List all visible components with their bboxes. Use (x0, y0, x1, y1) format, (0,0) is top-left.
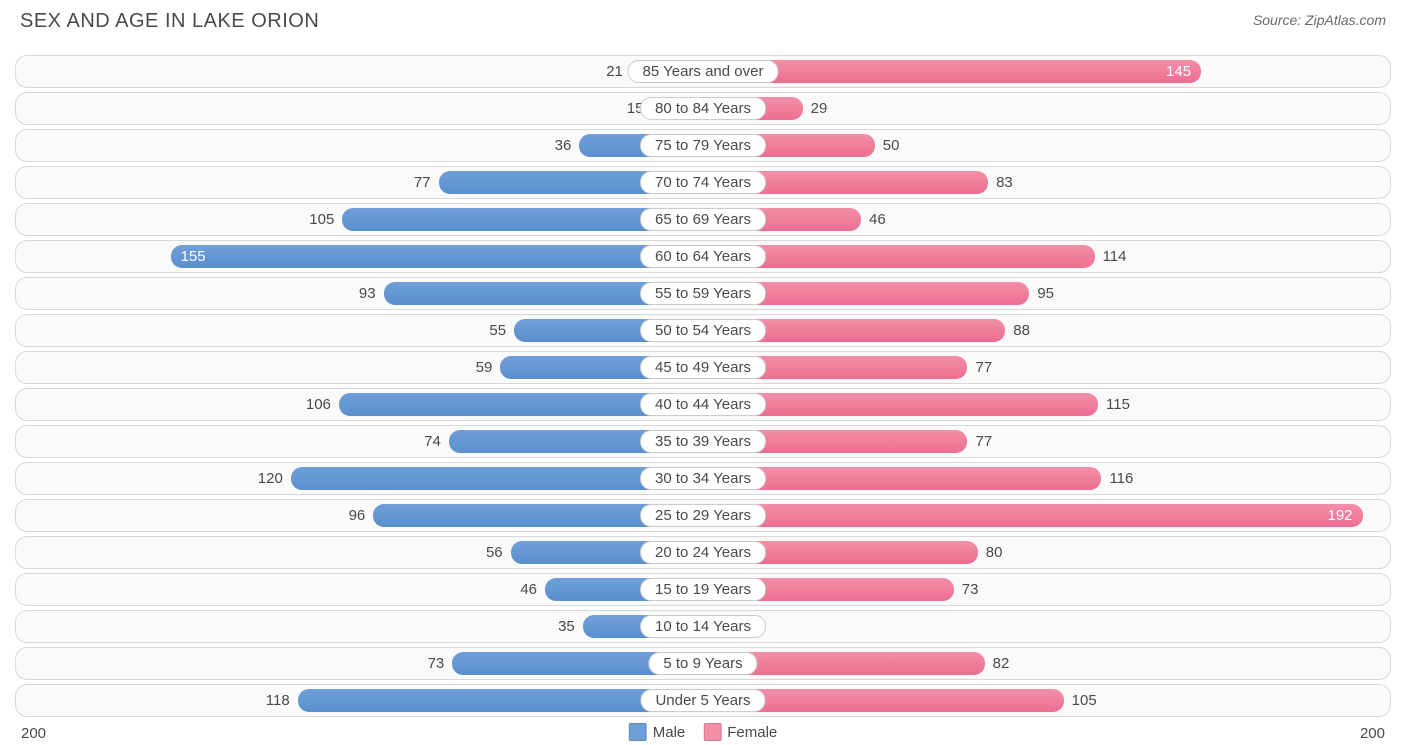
pyramid-row: 46 73 15 to 19 Years (15, 573, 1391, 606)
age-category-label: Under 5 Years (640, 689, 765, 712)
age-category-label: 85 Years and over (628, 60, 779, 83)
male-value: 118 (266, 689, 298, 712)
male-value: 55 (489, 319, 514, 342)
age-category-label: 60 to 64 Years (640, 245, 766, 268)
age-category-label: 55 to 59 Years (640, 282, 766, 305)
legend-label: Female (727, 724, 777, 741)
male-value: 36 (555, 134, 580, 157)
legend-item-male: Male (629, 723, 686, 741)
male-value: 96 (349, 504, 374, 527)
chart-title: SEX AND AGE IN LAKE ORION (20, 10, 319, 33)
pyramid-row: 36 50 75 to 79 Years (15, 129, 1391, 162)
axis-tick-right: 200 (1360, 725, 1385, 742)
age-category-label: 65 to 69 Years (640, 208, 766, 231)
female-value: 83 (988, 171, 1013, 194)
age-category-label: 20 to 24 Years (640, 541, 766, 564)
male-value: 59 (476, 356, 501, 379)
male-bar (171, 245, 703, 268)
female-value: 82 (985, 652, 1010, 675)
female-value: 80 (978, 541, 1003, 564)
female-value: 105 (1064, 689, 1097, 712)
axis-legend-row: 200 200 Male Female (15, 721, 1391, 745)
axis-tick-left: 200 (21, 725, 46, 742)
female-value: 115 (1098, 393, 1130, 416)
age-category-label: 40 to 44 Years (640, 393, 766, 416)
age-category-label: 5 to 9 Years (648, 652, 757, 675)
female-value: 114 (1095, 245, 1127, 268)
male-value: 106 (306, 393, 339, 416)
pyramid-row: 155 114 60 to 64 Years (15, 240, 1391, 273)
female-value: 77 (967, 356, 992, 379)
female-bar (703, 504, 1363, 527)
pyramid-row: 152980 to 84 Years (15, 92, 1391, 125)
male-value: 93 (359, 282, 384, 305)
female-value: 46 (861, 208, 886, 231)
pyramid-row: 56 80 20 to 24 Years (15, 536, 1391, 569)
age-category-label: 80 to 84 Years (640, 97, 766, 120)
age-category-label: 15 to 19 Years (640, 578, 766, 601)
pyramid-row: 35810 to 14 Years (15, 610, 1391, 643)
male-value: 105 (309, 208, 342, 231)
pyramid-row: 105 46 65 to 69 Years (15, 203, 1391, 236)
pyramid-row: 93 95 55 to 59 Years (15, 277, 1391, 310)
male-value: 46 (520, 578, 545, 601)
pyramid-chart: 2114585 Years and over152980 to 84 Years… (15, 55, 1391, 710)
pyramid-row: 106 115 40 to 44 Years (15, 388, 1391, 421)
female-value: 50 (875, 134, 900, 157)
pyramid-row: 74 77 35 to 39 Years (15, 425, 1391, 458)
age-category-label: 50 to 54 Years (640, 319, 766, 342)
female-value: 95 (1029, 282, 1054, 305)
pyramid-row: 120 116 30 to 34 Years (15, 462, 1391, 495)
age-category-label: 45 to 49 Years (640, 356, 766, 379)
source-attribution: Source: ZipAtlas.com (1253, 12, 1386, 28)
female-value: 29 (803, 97, 828, 120)
pyramid-row: 96 192 25 to 29 Years (15, 499, 1391, 532)
age-category-label: 10 to 14 Years (640, 615, 766, 638)
pyramid-row: 2114585 Years and over (15, 55, 1391, 88)
male-value: 77 (414, 171, 439, 194)
legend-label: Male (653, 724, 686, 741)
male-swatch-icon (629, 723, 647, 741)
male-value: 120 (258, 467, 291, 490)
pyramid-row: 77 83 70 to 74 Years (15, 166, 1391, 199)
age-category-label: 30 to 34 Years (640, 467, 766, 490)
male-value: 35 (558, 615, 583, 638)
female-value: 77 (967, 430, 992, 453)
female-value: 88 (1005, 319, 1030, 342)
male-value: 56 (486, 541, 511, 564)
pyramid-row: 55 88 50 to 54 Years (15, 314, 1391, 347)
female-value: 116 (1101, 467, 1133, 490)
male-value: 73 (428, 652, 453, 675)
female-value: 73 (954, 578, 979, 601)
female-value: 145 (1166, 60, 1201, 83)
age-category-label: 70 to 74 Years (640, 171, 766, 194)
age-category-label: 25 to 29 Years (640, 504, 766, 527)
pyramid-row: 73 82 5 to 9 Years (15, 647, 1391, 680)
age-category-label: 35 to 39 Years (640, 430, 766, 453)
male-value: 155 (171, 245, 206, 268)
age-category-label: 75 to 79 Years (640, 134, 766, 157)
legend: Male Female (629, 723, 778, 741)
pyramid-row: 59 77 45 to 49 Years (15, 351, 1391, 384)
male-value: 74 (424, 430, 449, 453)
female-value: 192 (1328, 504, 1363, 527)
legend-item-female: Female (703, 723, 777, 741)
female-swatch-icon (703, 723, 721, 741)
pyramid-row: 118 105 Under 5 Years (15, 684, 1391, 717)
